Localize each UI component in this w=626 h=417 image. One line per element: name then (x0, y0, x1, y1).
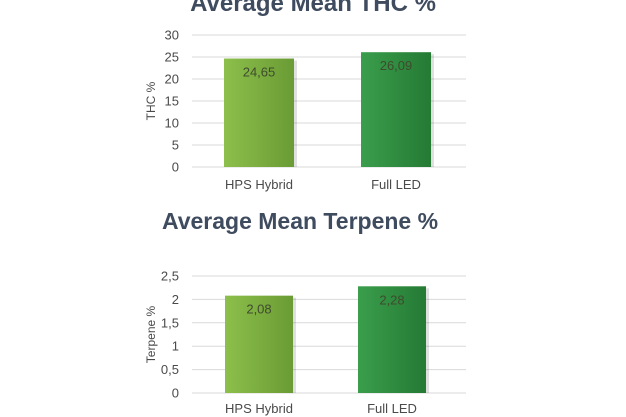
data-label: 2,08 (246, 302, 271, 317)
y-tick-label: 0 (172, 386, 179, 401)
bar-hps-hybrid (225, 295, 293, 393)
y-tick-label: 10 (165, 116, 179, 131)
thc-bar-chart: 0 5 10 15 20 25 30 THC % 24,65 HPS Hybrid 26,09 Ful… (144, 28, 466, 192)
x-category-label: HPS Hybrid (225, 401, 293, 416)
data-label: 26,09 (380, 58, 413, 73)
bar-full-led (361, 52, 431, 168)
data-label: 24,65 (243, 65, 276, 80)
y-tick-label: 1 (172, 339, 179, 354)
y-tick-label: 0 (172, 160, 179, 175)
data-label: 2,28 (379, 292, 404, 307)
bar-hps-hybrid (224, 58, 294, 167)
x-category-label: Full LED (367, 401, 417, 416)
bar-full-led (358, 286, 426, 393)
chart-title-thc: Average Mean THC % (190, 0, 436, 17)
y-tick-label: 0,5 (161, 362, 179, 377)
x-category-label: Full LED (371, 177, 421, 192)
y-tick-label: 1,5 (161, 315, 179, 330)
y-tick-label: 15 (165, 94, 179, 109)
y-tick-label: 2,5 (161, 269, 179, 284)
y-tick-label: 20 (165, 72, 179, 87)
y-tick-label: 25 (165, 50, 179, 65)
x-category-label: HPS Hybrid (225, 177, 293, 192)
y-axis-label: Terpene % (144, 305, 158, 363)
chart-title-terpene: Average Mean Terpene % (161, 208, 439, 234)
y-axis-label: THC % (144, 81, 158, 120)
y-tick-label: 30 (165, 28, 179, 43)
y-tick-label: 2 (172, 292, 179, 307)
y-tick-label: 5 (172, 138, 179, 153)
